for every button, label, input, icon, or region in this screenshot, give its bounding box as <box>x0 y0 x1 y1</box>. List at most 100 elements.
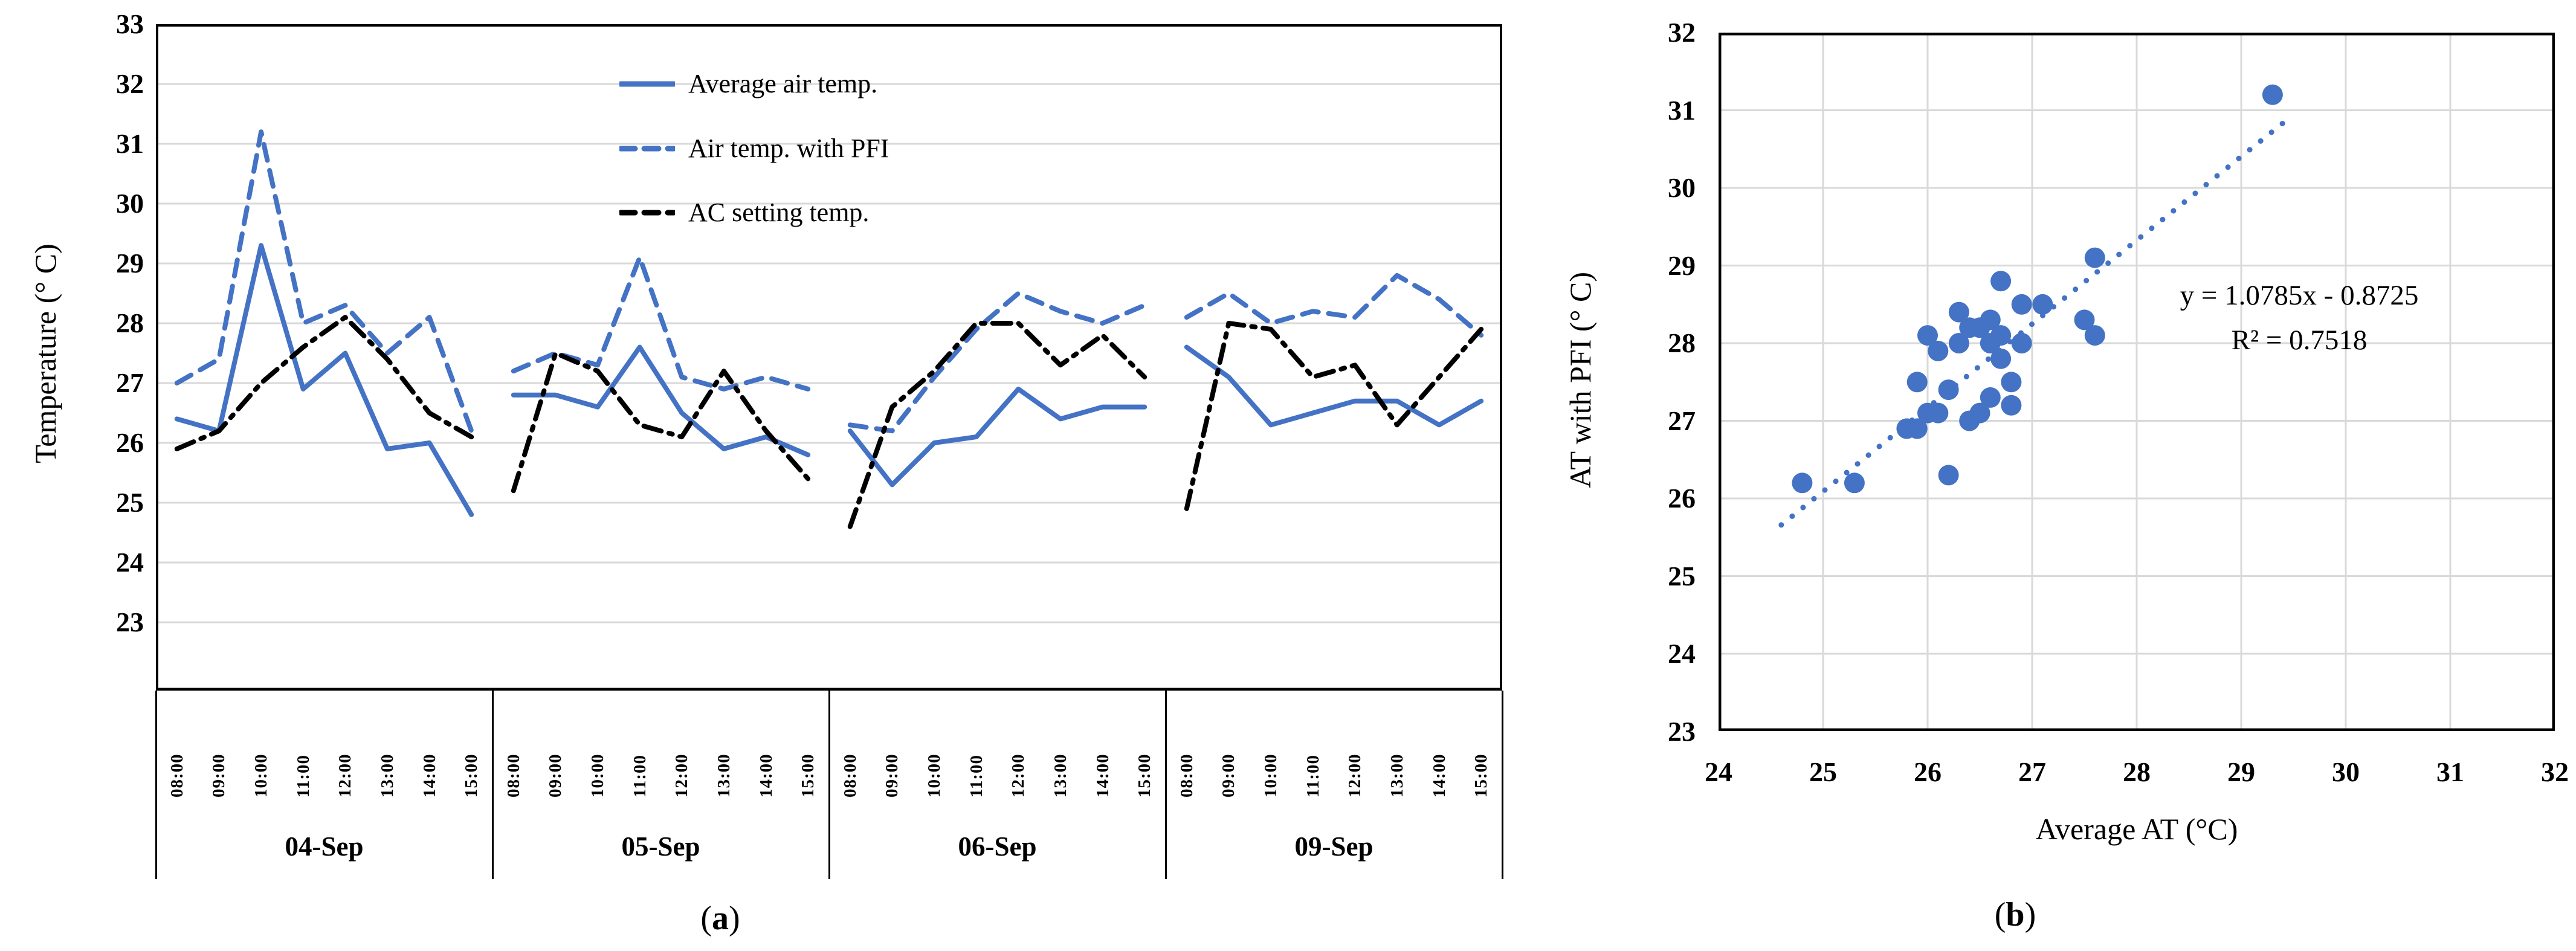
time-label-06-Sep-12:00: 12:00 <box>1009 753 1028 798</box>
series-line-solid-blue-05-Sep <box>511 344 811 457</box>
caption-b: (b) <box>1994 896 2036 933</box>
time-label-06-Sep-13:00: 13:00 <box>1051 753 1070 798</box>
scatter-point-1 <box>1938 379 1959 401</box>
time-label-06-Sep-09:00: 09:00 <box>882 753 902 798</box>
time-label-04-Sep-08:00: 08:00 <box>167 753 187 798</box>
day-label-06-Sep: 06-Sep <box>958 831 1037 862</box>
scatter-point-5 <box>1906 372 1928 393</box>
y-tick-label-23: 23 <box>116 607 144 637</box>
scatter-x-tick-label-29: 29 <box>2227 756 2255 787</box>
scatter-y-tick-label-27: 27 <box>1668 405 1696 436</box>
scatter-y-tick-label-26: 26 <box>1668 483 1696 514</box>
plot-border-b <box>1718 32 2555 732</box>
line-chart-canvas <box>156 24 1502 691</box>
time-label-09-Sep-08:00: 08:00 <box>1177 753 1196 798</box>
time-label-04-Sep-13:00: 13:00 <box>378 753 397 798</box>
day-label-09-Sep: 09-Sep <box>1294 831 1374 862</box>
scatter-y-tick-label-32: 32 <box>1668 17 1696 48</box>
legend-label-2: Air temp. with PFI <box>688 134 889 163</box>
y-tick-label-28: 28 <box>116 308 144 338</box>
time-label-04-Sep-09:00: 09:00 <box>209 753 228 798</box>
time-label-09-Sep-12:00: 12:00 <box>1345 753 1364 798</box>
scatter-x-tick-label-25: 25 <box>1809 756 1837 787</box>
scatter-point-18 <box>1917 402 1938 424</box>
scatter-point-20 <box>2011 294 2032 315</box>
time-label-09-Sep-10:00: 10:00 <box>1261 753 1280 798</box>
plot-border-a <box>156 24 1502 691</box>
time-label-04-Sep-12:00: 12:00 <box>335 753 355 798</box>
y-tick-label-27: 27 <box>116 367 144 398</box>
scatter-y-tick-label-30: 30 <box>1668 172 1696 203</box>
time-label-09-Sep-09:00: 09:00 <box>1219 753 1238 798</box>
y-tick-label-26: 26 <box>116 427 144 458</box>
time-label-05-Sep-11:00: 11:00 <box>630 754 650 798</box>
time-label-09-Sep-14:00: 14:00 <box>1430 753 1449 798</box>
trendline-r-squared: R² = 0.7518 <box>2231 324 2368 356</box>
legend-line-sample-solid-blue <box>619 81 675 87</box>
caption-a: (a) <box>700 900 740 937</box>
scatter-point-4 <box>2074 309 2095 330</box>
time-label-05-Sep-09:00: 09:00 <box>546 753 565 798</box>
legend-line-sample-dashed-blue <box>619 146 675 152</box>
time-label-06-Sep-14:00: 14:00 <box>1093 753 1112 798</box>
scatter-y-tick-label-31: 31 <box>1668 95 1696 126</box>
time-label-06-Sep-15:00: 15:00 <box>1135 753 1154 798</box>
time-label-06-Sep-08:00: 08:00 <box>841 753 860 798</box>
y-tick-label-29: 29 <box>116 248 144 279</box>
scatter-point-19 <box>1928 340 1949 361</box>
scatter-x-axis-title: Average AT (°C) <box>2035 812 2238 846</box>
scatter-x-tick-label-32: 32 <box>2541 756 2569 787</box>
scatter-x-tick-label-27: 27 <box>2018 756 2046 787</box>
time-label-05-Sep-12:00: 12:00 <box>672 753 691 798</box>
scatter-point-17 <box>1844 472 1865 494</box>
scatter-point-28 <box>1990 325 2012 346</box>
scatter-canvas <box>1718 32 2555 732</box>
scatter-point-2 <box>2262 84 2283 105</box>
y-tick-label-32: 32 <box>116 68 144 99</box>
y-tick-label-31: 31 <box>116 128 144 159</box>
scatter-point-26 <box>1948 333 1969 353</box>
time-label-09-Sep-15:00: 15:00 <box>1471 753 1491 798</box>
scatter-point-9 <box>2001 372 2022 393</box>
scatter-y-tick-label-25: 25 <box>1668 561 1696 592</box>
time-label-05-Sep-15:00: 15:00 <box>798 753 818 798</box>
legend-label-1: Average air temp. <box>688 69 878 98</box>
scatter-point-8 <box>2001 395 2022 416</box>
time-label-09-Sep-13:00: 13:00 <box>1387 753 1407 798</box>
scatter-point-16 <box>1938 465 1959 486</box>
series-line-dashed-blue-06-Sep <box>847 291 1148 434</box>
time-label-04-Sep-10:00: 10:00 <box>251 753 271 798</box>
series-line-dashdot-black-04-Sep <box>174 315 474 451</box>
day-separator-0 <box>155 691 157 879</box>
scatter-point-30 <box>1948 301 1969 323</box>
y-tick-label-30: 30 <box>116 188 144 219</box>
day-label-05-Sep: 05-Sep <box>621 831 700 862</box>
scatter-y-tick-label-28: 28 <box>1668 327 1696 358</box>
day-separator-4 <box>1502 691 1503 879</box>
series-line-dashed-blue-04-Sep <box>174 129 474 434</box>
scatter-x-tick-label-30: 30 <box>2332 756 2360 787</box>
series-line-dashdot-black-09-Sep <box>1184 321 1484 511</box>
series-line-dashed-blue-09-Sep <box>1184 272 1484 338</box>
line-chart-y-axis-title: Temperature (° C) <box>28 243 62 463</box>
series-line-dashdot-black-06-Sep <box>847 321 1148 529</box>
time-label-04-Sep-11:00: 11:00 <box>294 754 313 798</box>
time-label-06-Sep-10:00: 10:00 <box>925 753 944 798</box>
series-line-solid-blue-04-Sep <box>174 243 474 517</box>
time-label-04-Sep-14:00: 14:00 <box>420 753 439 798</box>
day-separator-2 <box>828 691 830 879</box>
time-label-04-Sep-15:00: 15:00 <box>462 753 481 798</box>
scatter-point-29 <box>1990 271 2012 292</box>
y-tick-label-33: 33 <box>116 8 144 39</box>
scatter-y-axis-title: AT with PFI (° C) <box>1563 272 1597 489</box>
trendline-equation-line1: y = 1.0785x - 0.8725 <box>2180 280 2419 311</box>
scatter-point-24 <box>2084 325 2105 346</box>
scatter-plot-area <box>1718 32 2555 732</box>
scatter-point-15 <box>1896 418 1917 439</box>
scatter-point-25 <box>2032 294 2053 315</box>
scatter-point-11 <box>2084 247 2105 268</box>
scatter-point-6 <box>1917 325 1938 346</box>
scatter-point-3 <box>2011 333 2032 353</box>
series-line-solid-blue-09-Sep <box>1184 344 1484 428</box>
y-tick-label-24: 24 <box>116 547 144 578</box>
